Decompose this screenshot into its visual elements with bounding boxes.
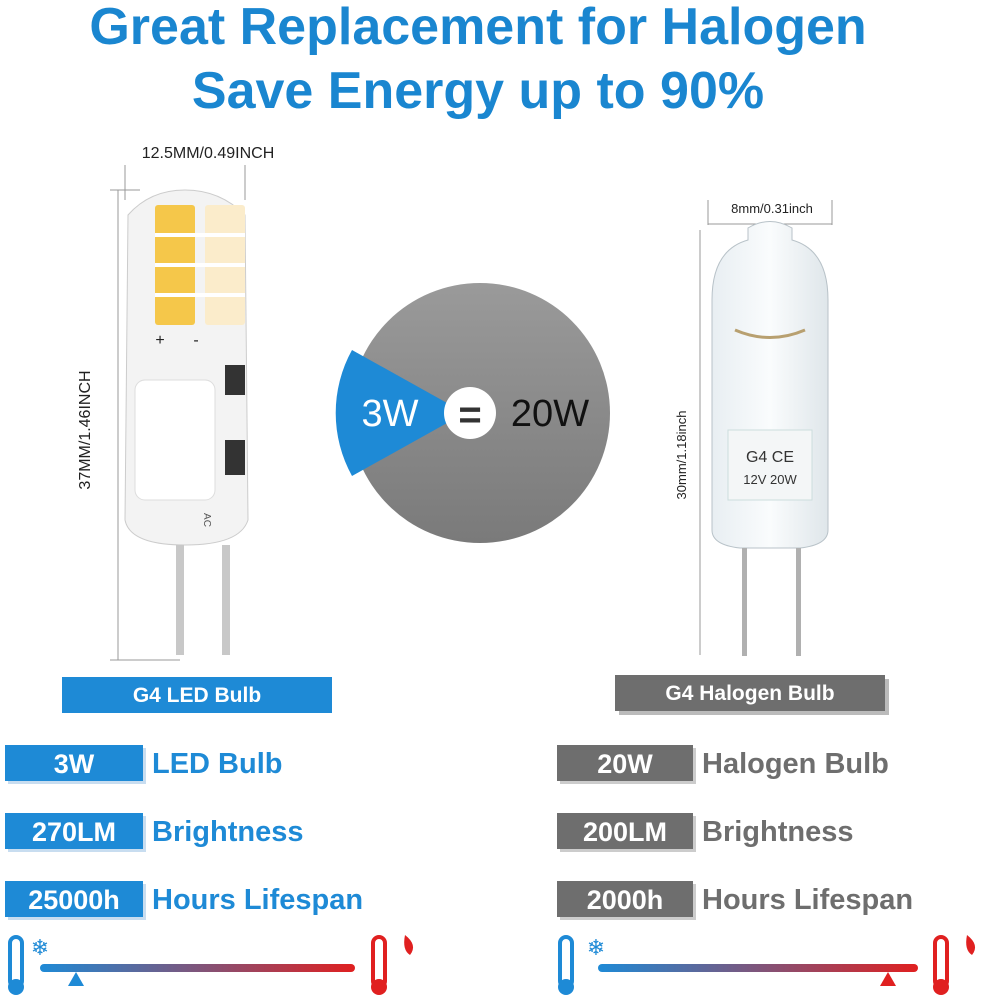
halogen-bulb: G4 CE 12V 20W <box>699 200 833 656</box>
spec-badge: 270LM <box>32 817 116 847</box>
badge <box>557 881 693 917</box>
temperature-scale: ❄ ❄ <box>8 935 976 995</box>
spec-badge: 25000h <box>28 885 120 915</box>
badge <box>557 745 693 781</box>
badge <box>5 813 143 849</box>
spec-label: Brightness <box>152 816 303 848</box>
dimension-label: 37MM/1.46INCH <box>77 370 94 489</box>
svg-text:❄: ❄ <box>31 935 49 960</box>
product-name: G4 LED Bulb <box>133 684 261 707</box>
comparison-circle <box>335 283 610 543</box>
subtitle: Save Energy up to 90% <box>192 62 764 120</box>
comparison-led: 3W <box>362 393 419 435</box>
bulb-marking: 12V 20W <box>743 472 797 487</box>
badge <box>5 881 143 917</box>
spec-label: Brightness <box>702 816 853 848</box>
dimension-label: 12.5MM/0.49INCH <box>142 145 275 162</box>
label-box <box>615 675 885 711</box>
bulb-marking: AC <box>201 513 212 527</box>
title: Great Replacement for Halogen <box>89 0 866 56</box>
dimension-label: 8mm/0.31inch <box>731 201 813 216</box>
svg-text:❄: ❄ <box>587 935 605 960</box>
comparison-halogen: 20W <box>511 393 589 435</box>
label-box <box>62 677 332 713</box>
bulb-marking: G4 CE <box>746 449 794 466</box>
spec-badge: 3W <box>54 749 95 779</box>
spec-label: Hours Lifespan <box>702 884 913 916</box>
polarity-label: + <box>155 332 164 349</box>
spec-label: Hours Lifespan <box>152 884 363 916</box>
dimension-label: 30mm/1.18inch <box>674 411 689 500</box>
spec-badge: 20W <box>597 749 653 779</box>
spec-badge: 200LM <box>583 817 667 847</box>
product-name: G4 Halogen Bulb <box>665 682 834 705</box>
spec-label: LED Bulb <box>152 748 283 780</box>
badge <box>557 813 693 849</box>
badge <box>5 745 143 781</box>
spec-badge: 2000h <box>587 885 664 915</box>
polarity-label: - <box>193 332 198 349</box>
spec-label: Halogen Bulb <box>702 748 889 780</box>
led-bulb: + - AC <box>110 165 249 661</box>
comparison-equals: = <box>458 393 481 437</box>
